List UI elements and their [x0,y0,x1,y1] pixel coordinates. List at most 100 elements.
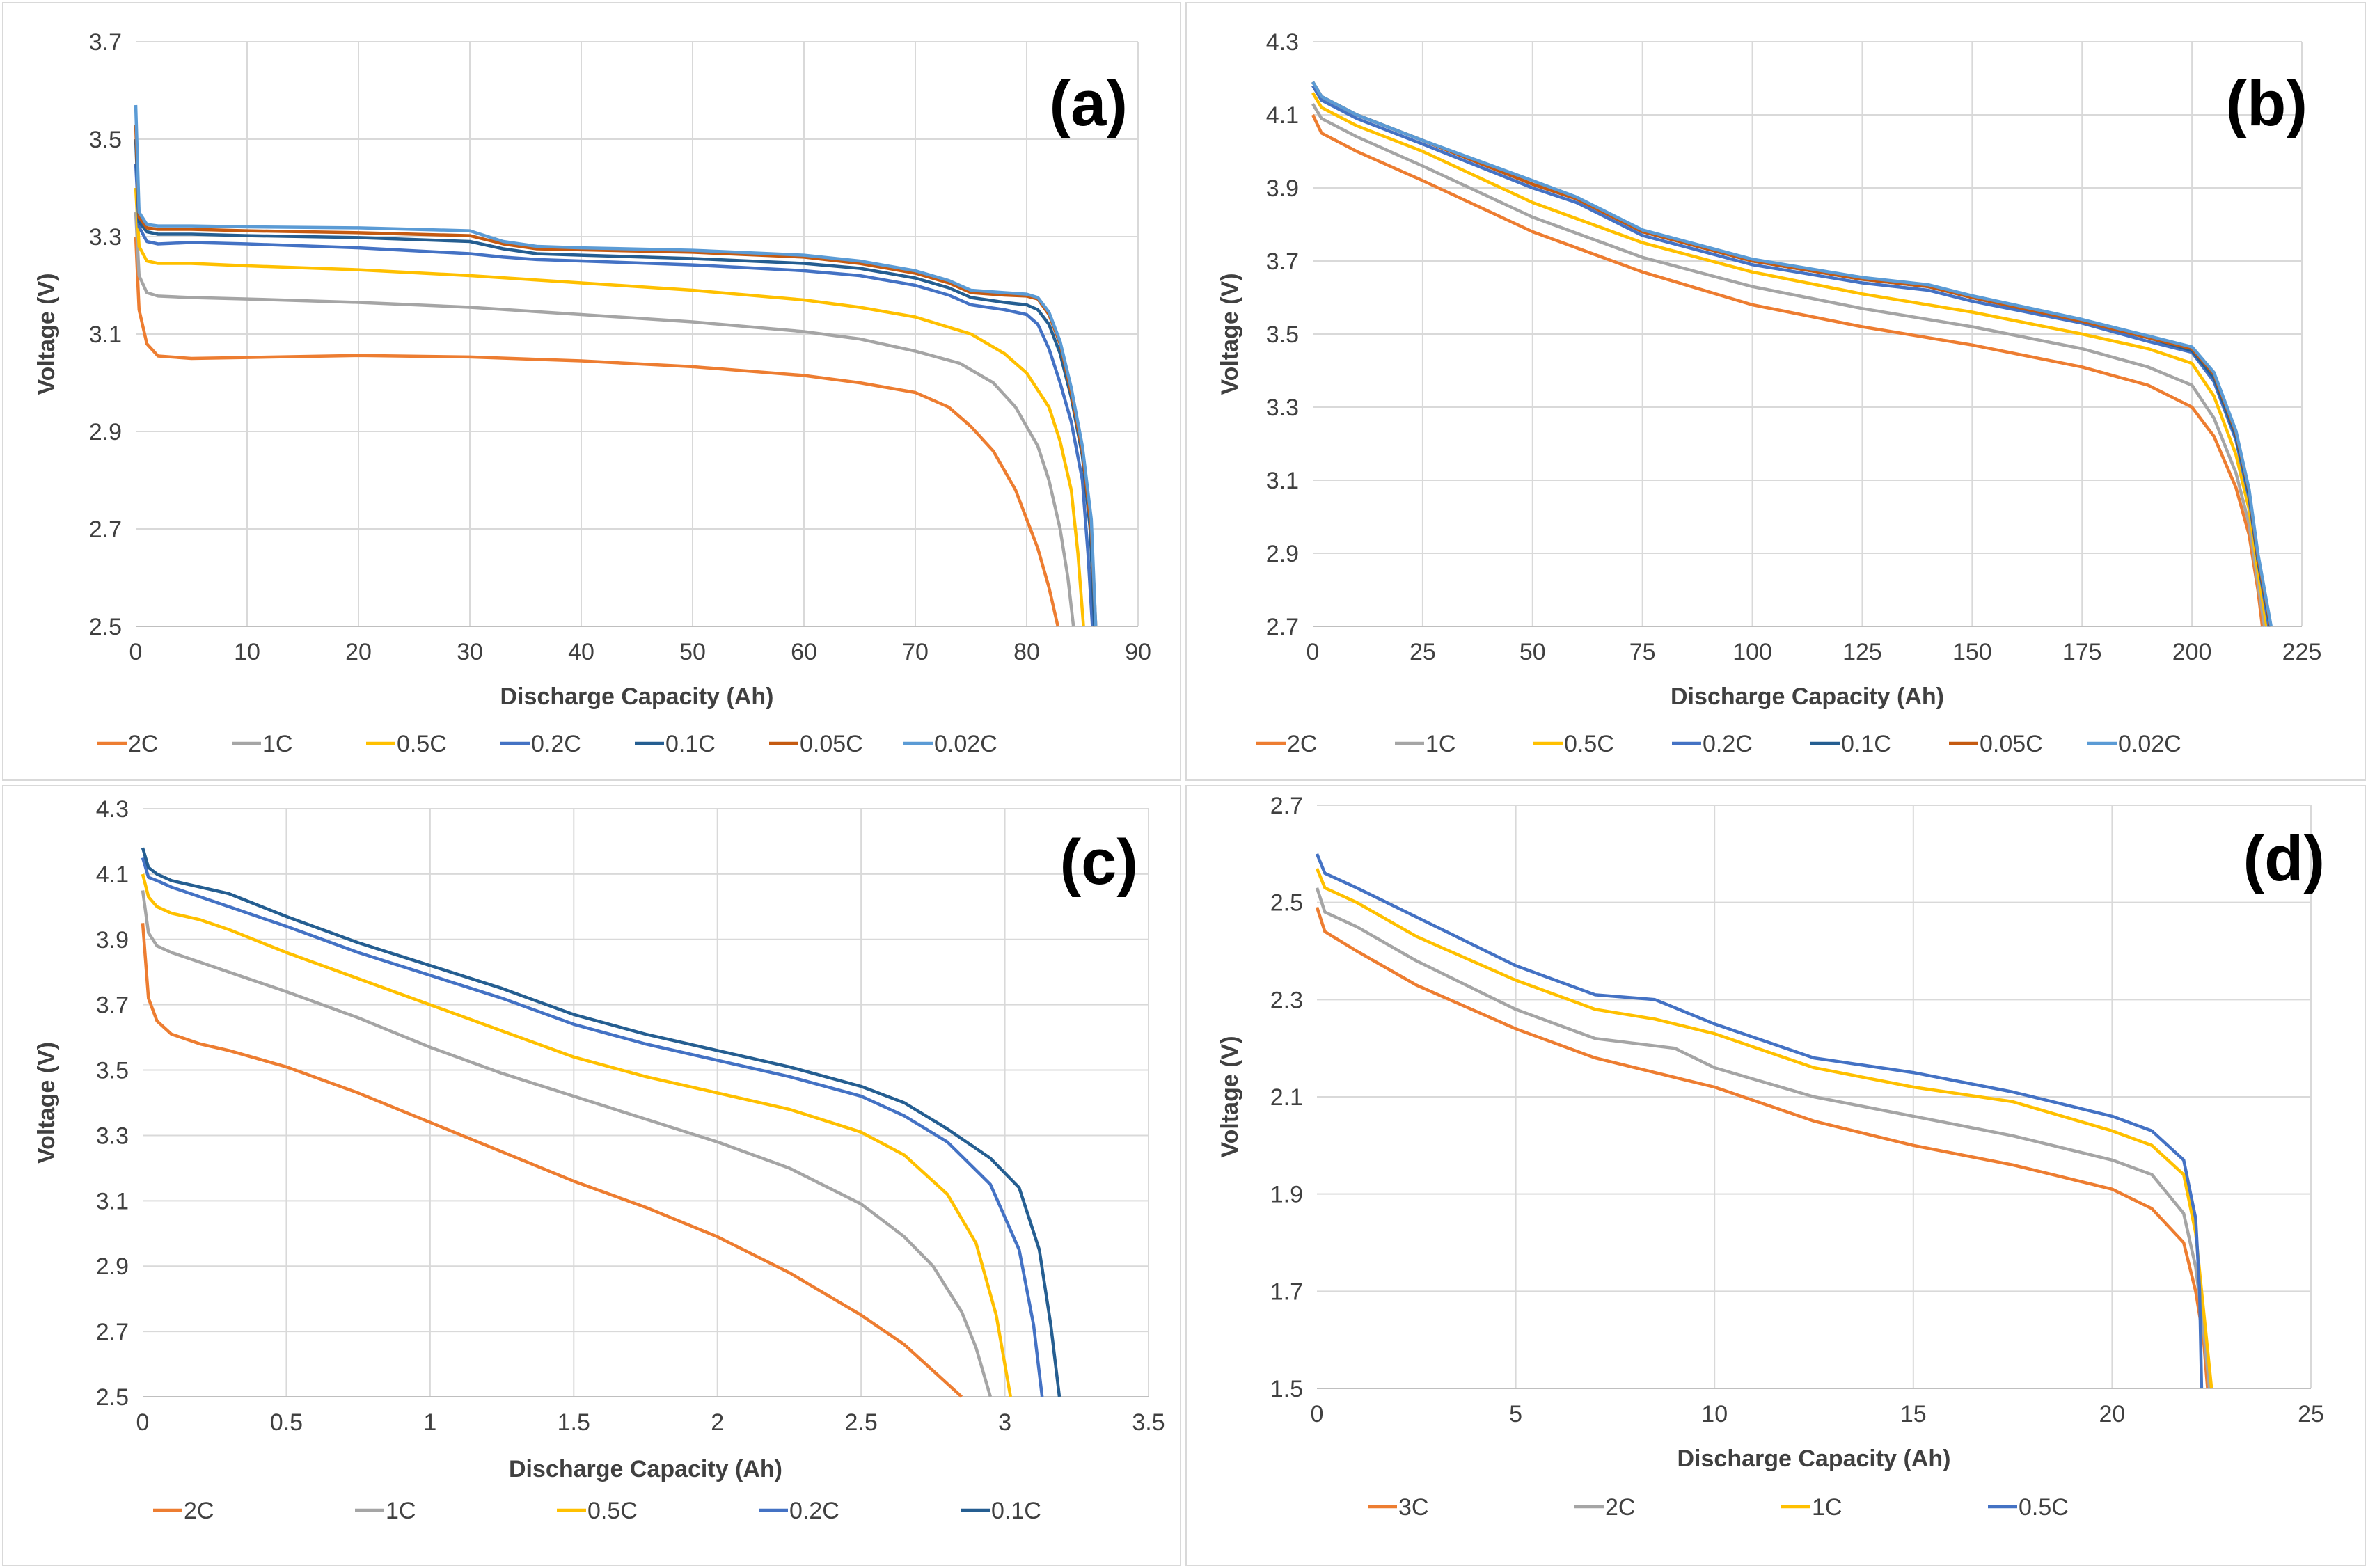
x-tick-label: 0 [129,639,143,665]
chart-svg: 0 25 50 75 100 125 150 175 200 225 2.7 2.9 3.1 3.3 3.5… [1185,2,2366,781]
y-tick-label: 3.1 [96,1188,129,1214]
chart-panel-1: 0 25 50 75 100 125 150 175 200 225 2.7 2.9 3.1 3.3 3.5… [1183,0,2368,783]
x-tick-label: 3 [998,1409,1011,1436]
legend-item: 0.5C [1988,1494,2069,1521]
panel-label: (d) [2243,823,2325,894]
y-tick-label: 3.7 [96,992,129,1019]
x-tick-label: 70 [902,639,929,665]
y-tick-label: 4.3 [1266,29,1299,56]
series-line-0.02C [134,104,1098,627]
series-line-0.2C [134,163,1094,627]
x-tick-label: 20 [345,639,372,665]
chart-border [1185,2,2366,781]
x-tick-label: 0 [1307,639,1320,665]
series-line-2C [1311,114,2264,627]
x-tick-label: 0.5 [270,1409,303,1436]
y-tick-label: 2.9 [89,419,122,445]
legend-item: 3C [1368,1494,1428,1521]
x-tick-label: 2.5 [845,1409,878,1436]
series-line-2C [134,236,1059,627]
series-line-0.1C [134,138,1096,627]
x-tick-label: 10 [1701,1401,1728,1427]
legend-item: 1C [232,731,292,757]
x-tick-label: 0 [1311,1401,1324,1427]
legend-item: 0.1C [961,1498,1041,1524]
legend-label: 0.05C [1980,731,2043,757]
y-tick-label: 3.5 [96,1058,129,1084]
y-tick-label: 2.3 [1270,987,1303,1013]
x-tick-label: 1.5 [558,1409,590,1436]
legend-item: 1C [1781,1494,1842,1521]
legend-label: 0.02C [2118,731,2181,757]
y-tick-label: 3.1 [89,322,122,348]
legend-item: 0.2C [500,731,581,757]
chart-border [2,2,1181,781]
chart-panel-2: 0 0.5 1 1.5 2 2.5 3 3.5 2.5 2.7 2.9 3.1 3.3 3.5 3.7 3.9… [0,783,1183,1568]
x-tick-label: 75 [1629,639,1656,665]
legend-label: 2C [1605,1494,1635,1521]
legend-item: 2C [153,1498,214,1524]
legend-label: 0.1C [991,1498,1041,1524]
y-tick-label: 2.5 [96,1384,129,1411]
series-line-1C [1315,867,2213,1389]
series-line-1C [134,212,1075,627]
legend-item: 0.2C [759,1498,839,1524]
y-tick-label: 3.3 [89,224,122,251]
chart-border [2,785,1181,1566]
y-tick-label: 3.5 [89,127,122,153]
x-tick-label: 90 [1125,639,1151,665]
chart-svg: 0 10 20 30 40 50 60 70 80 90 2.5 2.7 2.9 3.1 3.3 3.5 3.7… [2,2,1181,781]
y-tick-label: 4.3 [96,796,129,823]
gridlines [143,808,1149,1397]
legend-label: 1C [1812,1494,1842,1521]
x-tick-label: 80 [1013,639,1040,665]
legend-label: 0.1C [665,731,716,757]
legend-item: 0.05C [769,731,863,757]
legend-label: 1C [386,1498,416,1524]
y-tick-label: 3.1 [1266,468,1299,494]
x-tick-label: 2 [711,1409,724,1436]
legend-item: 0.02C [2087,731,2181,757]
legend-label: 0.2C [531,731,581,757]
legend-label: 0.2C [1703,731,1753,757]
legend-label: 3C [1398,1494,1428,1521]
legend-label: 1C [262,731,292,757]
legend-label: 0.2C [789,1498,839,1524]
y-tick-label: 3.5 [1266,322,1299,348]
legend-item: 2C [1256,731,1317,757]
panel-label: (b) [2226,68,2307,139]
series-line-0.5C [134,187,1085,627]
series-line-0.5C [1311,92,2268,627]
legend-item: 0.1C [635,731,716,757]
y-axis-title: Voltage (V) [33,1042,60,1164]
x-tick-label: 200 [2172,639,2212,665]
y-tick-label: 2.7 [89,516,122,543]
series-line-0.2C [141,857,1044,1397]
x-tick-label: 3.5 [1132,1409,1165,1436]
legend-item: 0.5C [1533,731,1614,757]
x-axis-title: Discharge Capacity (Ah) [1671,683,1944,710]
legend-item: 1C [1395,731,1455,757]
x-tick-label: 60 [791,639,817,665]
legend-item: 0.2C [1672,731,1753,757]
legend-item: 2C [97,731,158,757]
x-tick-label: 10 [234,639,260,665]
x-tick-label: 150 [1952,639,1992,665]
x-axis-title: Discharge Capacity (Ah) [509,1456,782,1482]
y-tick-label: 2.5 [1270,890,1303,917]
legend-item: 0.05C [1949,731,2043,757]
legend-item: 2C [1574,1494,1635,1521]
y-tick-label: 1.5 [1270,1376,1303,1402]
legend-label: 0.05C [800,731,863,757]
series-line-0.1C [141,847,1061,1397]
x-tick-label: 100 [1732,639,1772,665]
x-axis-title: Discharge Capacity (Ah) [500,683,774,710]
chart-svg: 0 0.5 1 1.5 2 2.5 3 3.5 2.5 2.7 2.9 3.1 3.3 3.5 3.7 3.9… [2,785,1181,1566]
chart-panel-3: 0 5 10 15 20 25 1.5 1.7 1.9 2.1 2.3 2.5 2.7 Discharge… [1183,783,2368,1568]
x-tick-label: 50 [1520,639,1546,665]
x-tick-label: 225 [2282,639,2322,665]
series-line-0.5C [1315,853,2204,1389]
x-tick-label: 125 [1842,639,1882,665]
legend-item: 0.5C [557,1498,638,1524]
